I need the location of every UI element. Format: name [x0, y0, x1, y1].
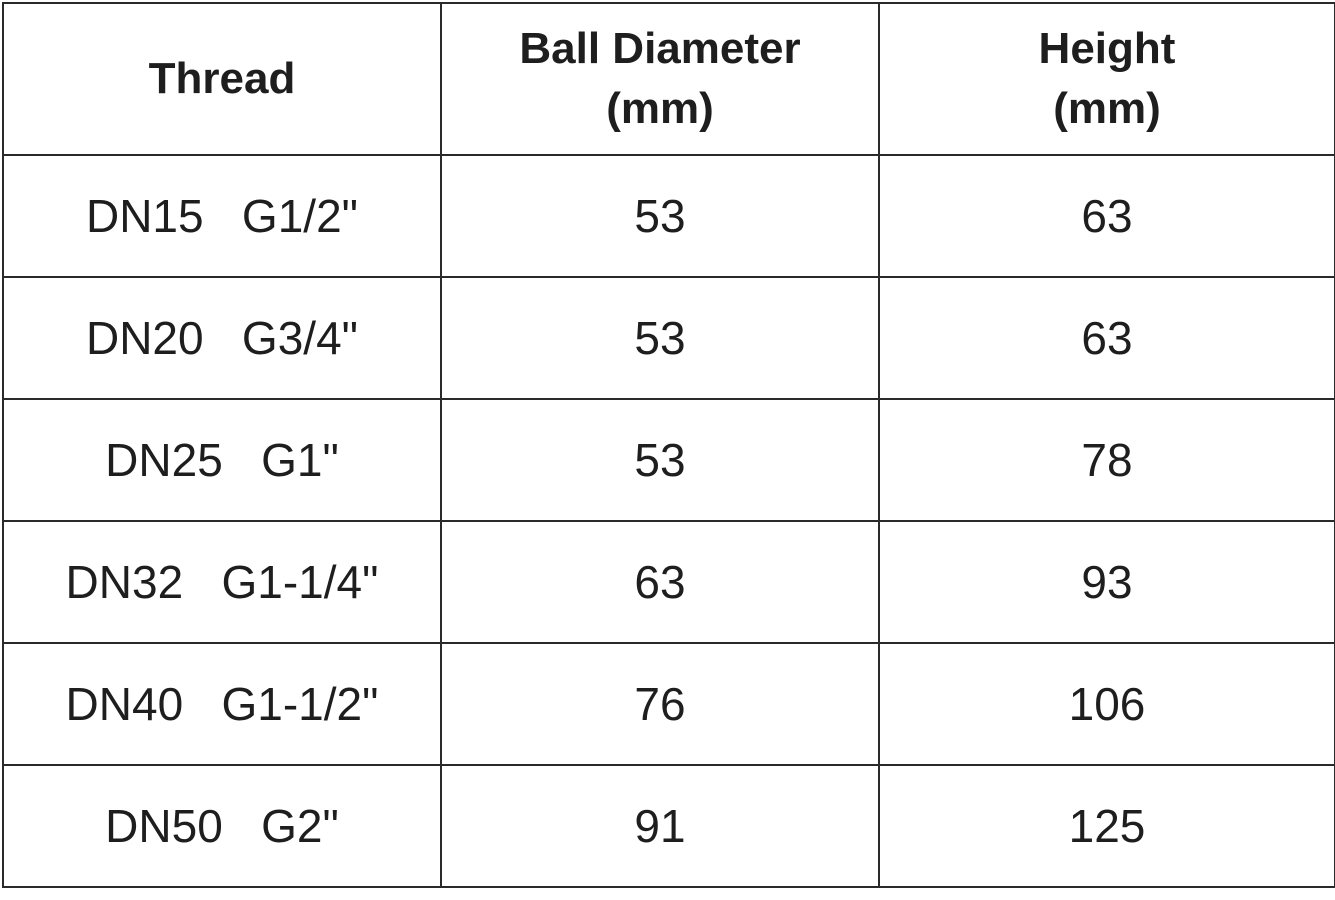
table-row: DN15 G1/2" 53 63 — [2, 154, 1335, 278]
table-cell: 53 — [440, 398, 880, 522]
table-cell: 63 — [878, 154, 1335, 278]
table-cell: DN20 G3/4" — [2, 276, 442, 400]
table-row: DN40 G1-1/2" 76 106 — [2, 642, 1335, 766]
table-cell: DN32 G1-1/4" — [2, 520, 442, 644]
table-row: DN32 G1-1/4" 63 93 — [2, 520, 1335, 644]
header-row: Thread Ball Diameter (mm) Height (mm) — [2, 2, 1335, 156]
table-cell: 125 — [878, 764, 1335, 888]
table-row: DN50 G2" 91 125 — [2, 764, 1335, 888]
table-cell: 91 — [440, 764, 880, 888]
table-header: Thread Ball Diameter (mm) Height (mm) — [2, 2, 1335, 156]
table-cell: 93 — [878, 520, 1335, 644]
header-cell: Thread — [2, 2, 442, 156]
table-cell: DN50 G2" — [2, 764, 442, 888]
header-text: Thread — [148, 54, 296, 103]
table-row: DN20 G3/4" 53 63 — [2, 276, 1335, 400]
table-cell: 76 — [440, 642, 880, 766]
header-text: (mm) — [606, 84, 714, 133]
header-text: (mm) — [1053, 84, 1161, 133]
table-cell: 53 — [440, 154, 880, 278]
table-cell: 106 — [878, 642, 1335, 766]
header-text: Height — [1038, 24, 1176, 73]
table-body: DN15 G1/2" 53 63 DN20 G3/4" 53 63 DN25 G1" 53 78… — [2, 154, 1335, 888]
table-cell: DN15 G1/2" — [2, 154, 442, 278]
table-row: DN25 G1" 53 78 — [2, 398, 1335, 522]
table-cell: 53 — [440, 276, 880, 400]
table-cell: DN25 G1" — [2, 398, 442, 522]
table-cell: DN40 G1-1/2" — [2, 642, 442, 766]
table-cell: 63 — [878, 276, 1335, 400]
table-cell: 78 — [878, 398, 1335, 522]
header-text: Ball Diameter — [519, 24, 801, 73]
header-cell: Ball Diameter (mm) — [440, 2, 880, 156]
table-cell: 63 — [440, 520, 880, 644]
header-cell: Height (mm) — [878, 2, 1335, 156]
